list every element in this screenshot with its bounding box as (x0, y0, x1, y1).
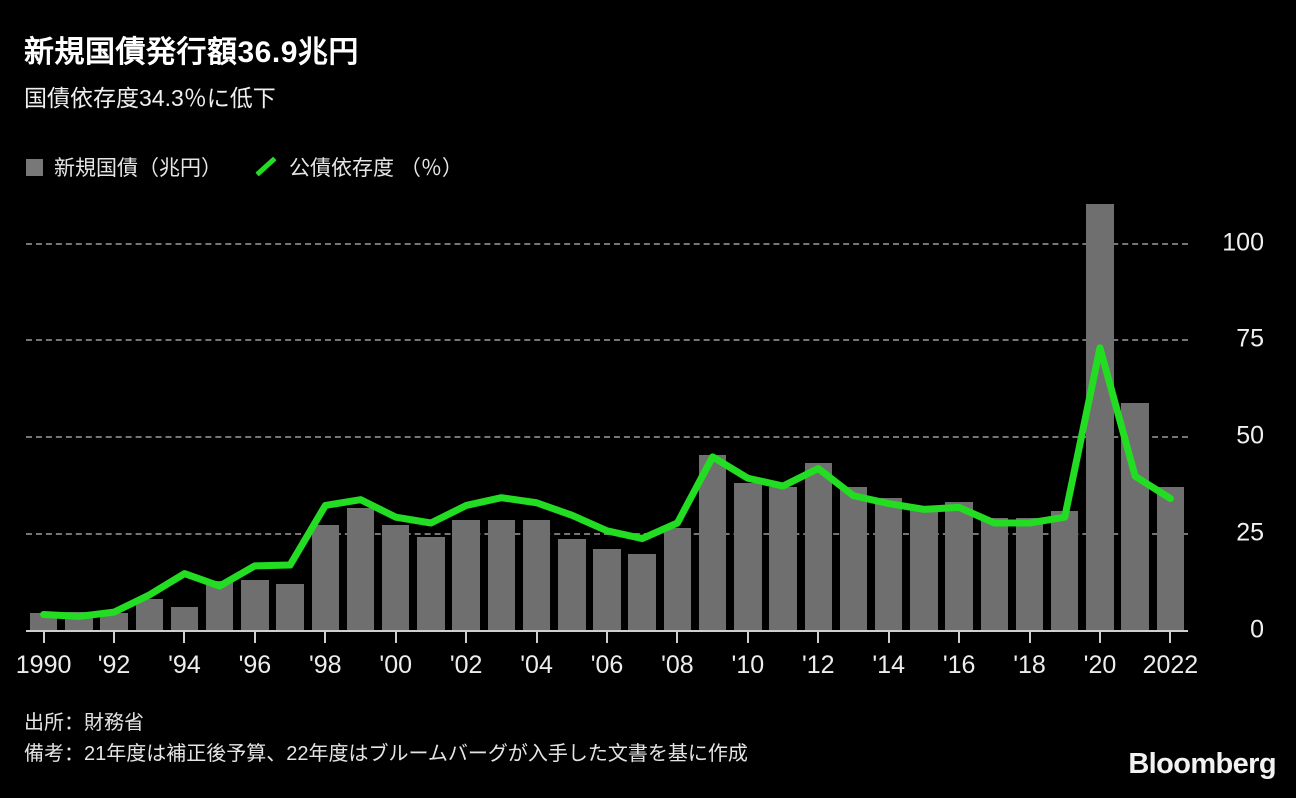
bar (1156, 487, 1185, 630)
bar (910, 506, 938, 630)
bar (698, 454, 727, 630)
x-axis-tickmark (887, 632, 890, 643)
bar (839, 486, 868, 630)
bar-series (26, 196, 1188, 630)
x-axis-tick-label: '00 (379, 651, 413, 679)
bar (487, 519, 516, 630)
gridline (26, 339, 1188, 342)
bar (945, 502, 973, 630)
bar (1086, 203, 1114, 630)
bar (135, 598, 163, 630)
x-axis-tickmark (324, 632, 327, 643)
x-axis-tick-label: '16 (942, 651, 976, 679)
x-axis-tick-label: '92 (97, 651, 131, 679)
bloomberg-logo: Bloomberg (1128, 748, 1276, 780)
x-axis-tick-label: '08 (661, 651, 694, 679)
line-path (44, 348, 1171, 617)
chart-legend: 新規国債（兆円） 公債依存度 （％） (26, 152, 463, 182)
x-axis-tick-label: 1990 (15, 651, 72, 679)
bar (241, 579, 269, 630)
x-axis-tickmark (465, 632, 468, 643)
bar (381, 525, 410, 630)
bar (980, 517, 1009, 630)
bar (276, 583, 304, 630)
x-axis-tickmark (394, 632, 397, 643)
x-axis-tick-label: '98 (309, 651, 342, 679)
bar (522, 520, 551, 630)
y-axis-tick-label: 0 (1250, 615, 1264, 644)
x-axis-tick-label: '12 (801, 651, 835, 679)
bar (170, 607, 199, 630)
x-axis-tickmark (676, 632, 679, 643)
bar (558, 539, 586, 630)
bar (663, 527, 692, 630)
gridline (26, 436, 1188, 439)
bar (311, 525, 340, 630)
x-axis-tickmark (183, 632, 186, 643)
bar (452, 519, 480, 630)
bar (874, 498, 903, 630)
x-axis-tick-label: '10 (731, 651, 765, 679)
x-axis-tick-label: '06 (590, 651, 624, 679)
y-axis-labels: 0 25 50 75 100 (1196, 196, 1286, 643)
bar (804, 463, 832, 630)
x-axis-tickmark (606, 632, 608, 643)
bar (734, 482, 762, 630)
y-axis-tick-label: 50 (1236, 421, 1264, 450)
y-axis-tick-label: 25 (1236, 518, 1264, 547)
x-axis-tickmark (1098, 632, 1101, 643)
footer-source: 出所：財務省 (24, 712, 144, 734)
bar (628, 554, 656, 630)
x-axis-tick-label: '14 (872, 651, 905, 679)
x-axis-tick-label: 2022 (1142, 651, 1199, 679)
bar (593, 548, 621, 630)
line-swatch-icon (256, 158, 278, 176)
x-axis-tickmark (253, 632, 256, 643)
bar (346, 507, 375, 630)
x-axis-tick-label: '20 (1083, 651, 1117, 679)
legend-label-bar: 新規国債（兆円） (54, 157, 222, 180)
x-axis-tickmark (42, 632, 45, 643)
x-axis-tick-label: '94 (168, 651, 201, 679)
bar (100, 612, 128, 630)
y-axis-tick-label: 100 (1222, 228, 1264, 256)
bar (1015, 517, 1044, 630)
bar (769, 486, 797, 630)
x-axis-tickmark (958, 632, 961, 643)
x-axis-tick-label: '04 (520, 651, 553, 679)
x-axis-line (26, 630, 1188, 632)
y-axis-tick-label: 75 (1236, 324, 1264, 353)
page-title: 新規国債発行額36.9兆円 (24, 36, 359, 69)
bar (417, 537, 445, 630)
bar (1051, 510, 1079, 630)
x-axis-tickmark (1028, 632, 1031, 643)
x-axis-tick-label: '02 (449, 651, 483, 679)
gridline (26, 242, 1188, 245)
x-axis-tickmark (746, 632, 749, 643)
x-axis-tick-label: '96 (238, 651, 272, 679)
line-series (26, 196, 1188, 632)
bar-swatch-icon (26, 158, 43, 176)
x-axis-tickmark (113, 632, 116, 643)
legend-label-line: 公債依存度 （％） (289, 157, 463, 180)
legend-item-line: 公債依存度 （％） (256, 152, 463, 182)
legend-item-bar: 新規国債（兆円） (26, 152, 222, 182)
x-axis-tickmark (535, 632, 538, 643)
x-axis-labels: 1990 '92 '94 '96 '98 '00 '02 '04 '06 '08 '10 '12 '14… (0, 651, 1296, 691)
plot-area (26, 196, 1188, 632)
page-subtitle: 国債依存度34.3％に低下 (24, 85, 276, 111)
x-axis-tickmarks (26, 632, 1188, 644)
x-axis-tickmark (1169, 632, 1172, 643)
x-axis-tickmark (817, 632, 820, 643)
x-axis-tick-label: '18 (1013, 651, 1046, 679)
footer-note: 備考：21年度は補正後予算、22年度はブルームバーグが入手した文書を基に作成 (24, 743, 748, 765)
footer-notes: 出所：財務省 備考：21年度は補正後予算、22年度はブルームバーグが入手した文書… (24, 708, 748, 770)
